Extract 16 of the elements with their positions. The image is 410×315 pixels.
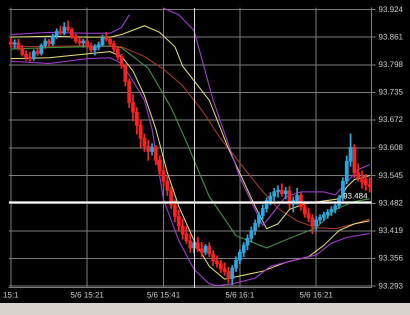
y-tick-label: 93.924 <box>378 4 404 14</box>
y-tick-label: 93.608 <box>378 143 404 152</box>
x-tick-label: 15:1 <box>3 290 20 300</box>
y-tick-label: 93.735 <box>378 88 404 97</box>
y-tick-label: 93.419 <box>378 226 404 236</box>
y-tick-label: 93.672 <box>378 115 404 124</box>
y-tick-label: 93.356 <box>378 254 404 263</box>
x-tick-label: 5/6 15:41 <box>146 290 181 300</box>
x-tick-label: 5/6 16:1 <box>225 290 255 300</box>
y-tick-label: 93.798 <box>378 60 404 69</box>
x-tick-label: 5/6 16:21 <box>300 290 334 300</box>
x-tick-label: 5/6 15:21 <box>70 290 104 300</box>
y-tick-label: 93.293 <box>378 281 404 290</box>
y-tick-label: 93.482 <box>378 198 404 208</box>
y-tick-label: 93.545 <box>378 170 404 180</box>
y-tick-label: 93.861 <box>378 32 404 42</box>
